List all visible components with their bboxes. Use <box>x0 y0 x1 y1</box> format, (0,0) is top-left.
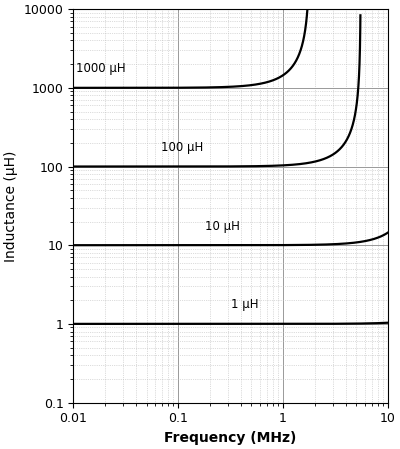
Y-axis label: Inductance (μH): Inductance (μH) <box>4 150 18 262</box>
Text: 100 μH: 100 μH <box>161 141 203 154</box>
X-axis label: Frequency (MHz): Frequency (MHz) <box>164 431 297 445</box>
Text: 10 μH: 10 μH <box>205 220 240 233</box>
Text: 1 μH: 1 μH <box>231 298 259 311</box>
Text: 1000 μH: 1000 μH <box>76 62 125 75</box>
